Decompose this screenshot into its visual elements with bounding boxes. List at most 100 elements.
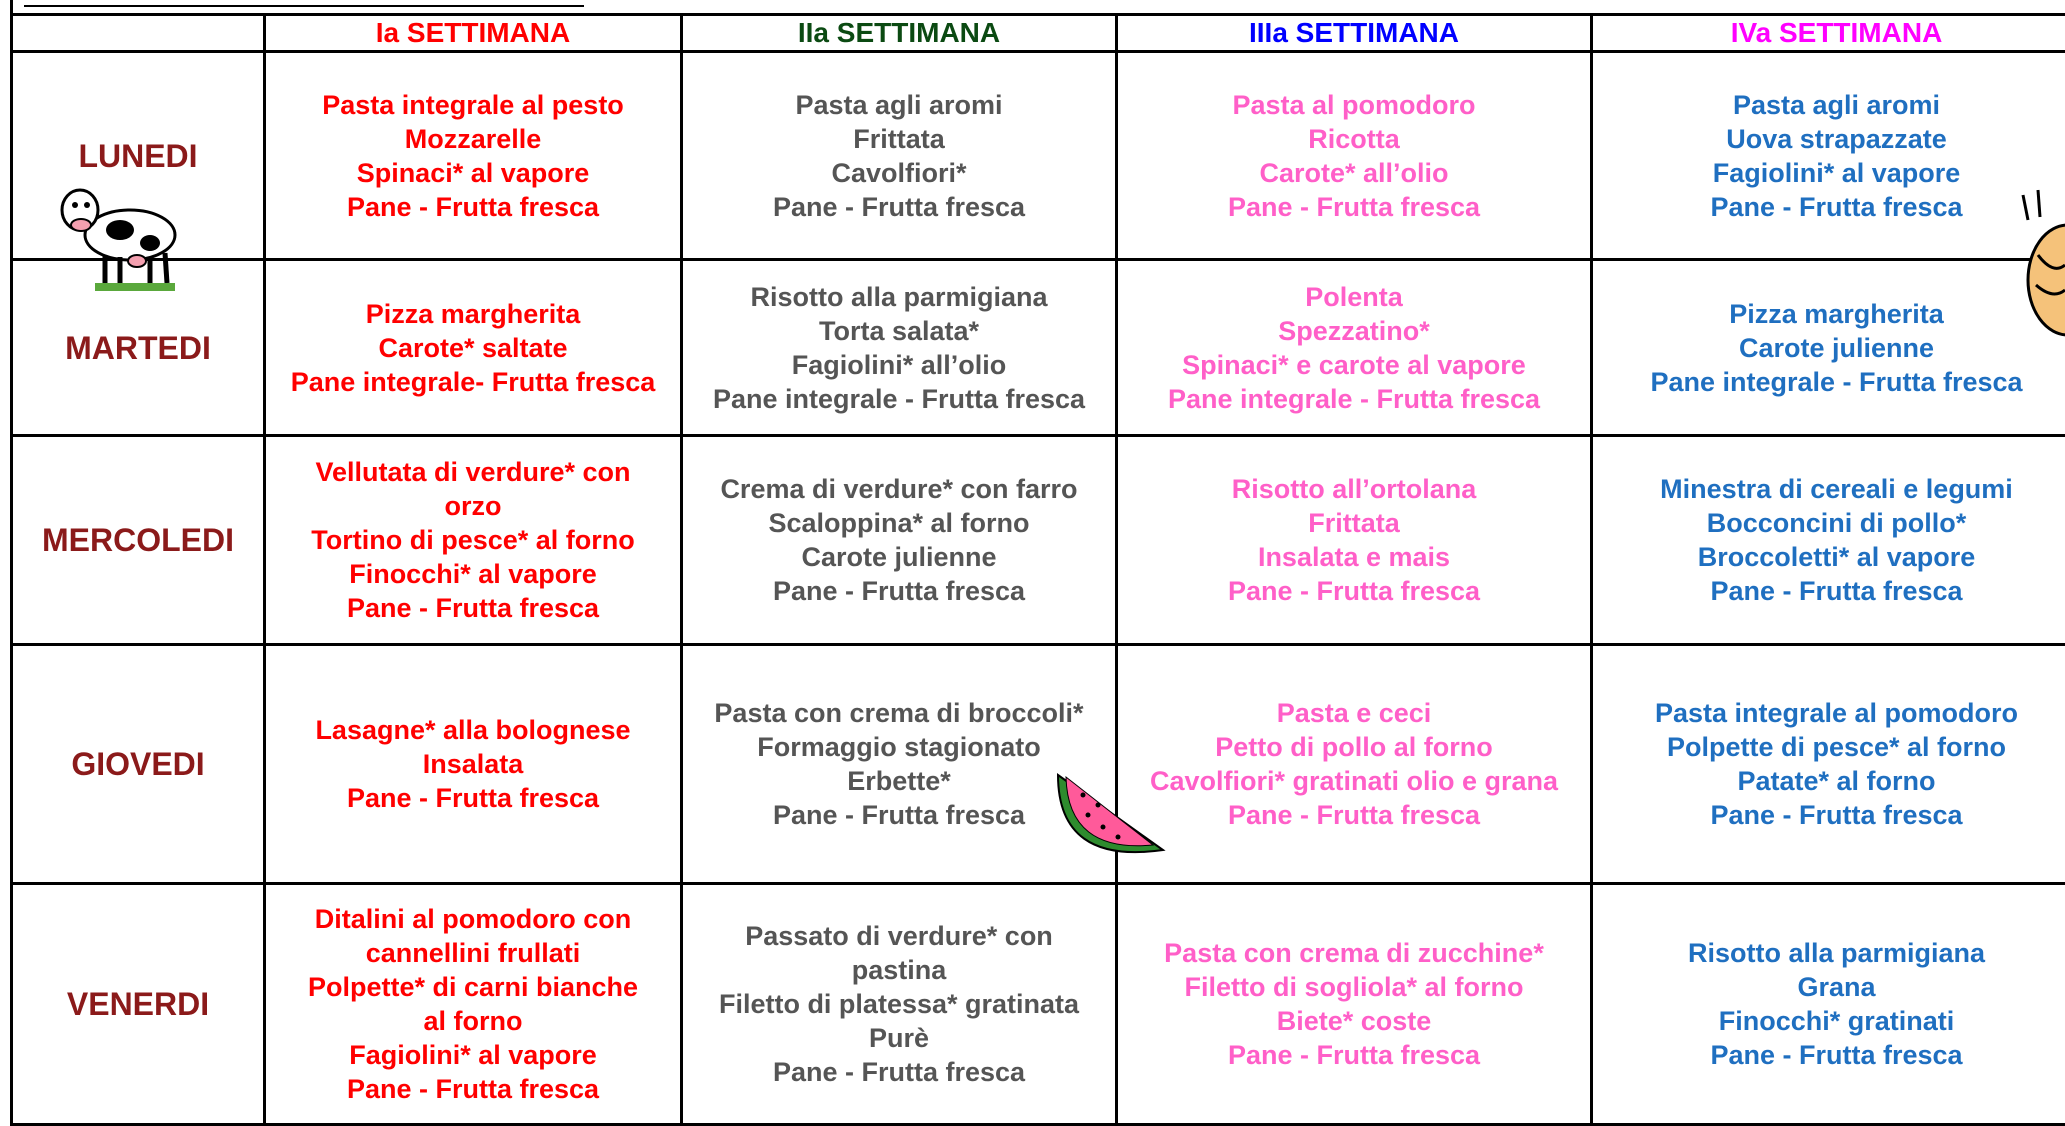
menu-item: Cavolfiori* [683,156,1115,190]
menu-item: Tortino di pesce* al forno [266,523,680,557]
menu-item: Biete* coste [1118,1004,1590,1038]
menu-item: Lasagne* alla bolognese [266,713,680,747]
menu-item: Formaggio stagionato [683,730,1115,764]
menu-item: Carote* all’olio [1118,156,1590,190]
top-rule [24,5,584,7]
menu-item: Ditalini al pomodoro con [266,902,680,936]
menu-item: Pane integrale - Frutta fresca [1118,382,1590,416]
menu-item: Spezzatino* [1118,314,1590,348]
week-header: Ia SETTIMANA [265,15,682,52]
menu-item: Pasta integrale al pomodoro [1593,696,2065,730]
menu-item: Pane integrale - Frutta fresca [1593,365,2065,399]
week-header: IIIa SETTIMANA [1117,15,1592,52]
menu-item: Pasta agli aromi [1593,88,2065,122]
menu-item: Pane - Frutta fresca [1593,1038,2065,1072]
menu-item: Petto di pollo al forno [1118,730,1590,764]
menu-item: pastina [683,953,1115,987]
fruit-icon [2008,185,2065,345]
menu-item: Passato di verdure* con [683,919,1115,953]
menu-item: Pasta e ceci [1118,696,1590,730]
week-header: IVa SETTIMANA [1592,15,2065,52]
menu-item: Carote* saltate [266,331,680,365]
menu-item: Pizza margherita [1593,297,2065,331]
menu-item: Risotto all’ortolana [1118,472,1590,506]
menu-item: Filetto di sogliola* al forno [1118,970,1590,1004]
menu-item: Cavolfiori* gratinati olio e grana [1118,764,1590,798]
menu-item: Pane - Frutta fresca [266,591,680,625]
menu-item: Carote julienne [683,540,1115,574]
menu-item: Frittata [1118,506,1590,540]
menu-item: Pane - Frutta fresca [1118,798,1590,832]
menu-item: Risotto alla parmigiana [683,280,1115,314]
day-label: MERCOLEDI [12,436,265,645]
menu-item: Pane integrale - Frutta fresca [683,382,1115,416]
menu-item: Pasta al pomodoro [1118,88,1590,122]
menu-item: Filetto di platessa* gratinata [683,987,1115,1021]
day-label: VENERDI [12,884,265,1125]
week-header: IIa SETTIMANA [682,15,1117,52]
menu-item: Pane - Frutta fresca [266,190,680,224]
menu-item: Minestra di cereali e legumi [1593,472,2065,506]
cow-icon [45,175,195,295]
menu-item: Fagiolini* al vapore [266,1038,680,1072]
menu-item: Pane integrale- Frutta fresca [266,365,680,399]
menu-item: Polpette* di carni bianche [266,970,680,1004]
menu-item: Pane - Frutta fresca [683,574,1115,608]
menu-item: Frittata [683,122,1115,156]
menu-item: Pane - Frutta fresca [1593,798,2065,832]
menu-item: Purè [683,1021,1115,1055]
menu-item: Mozzarelle [266,122,680,156]
day-label: GIOVEDI [12,645,265,884]
menu-item: Grana [1593,970,2065,1004]
watermelon-icon [1048,765,1173,875]
menu-item: cannellini frullati [266,936,680,970]
left-rule [10,0,13,13]
menu-item: Patate* al forno [1593,764,2065,798]
menu-item: Spinaci* al vapore [266,156,680,190]
corner-cell [12,15,265,52]
menu-item: Pane - Frutta fresca [1593,190,2065,224]
menu-item: Pane - Frutta fresca [683,190,1115,224]
menu-item: Crema di verdure* con farro [683,472,1115,506]
menu-item: Fagiolini* all’olio [683,348,1115,382]
menu-item: Pane - Frutta fresca [266,781,680,815]
menu-item: Polpette di pesce* al forno [1593,730,2065,764]
menu-item: Torta salata* [683,314,1115,348]
menu-item: Pane - Frutta fresca [1118,574,1590,608]
menu-item: Pasta integrale al pesto [266,88,680,122]
menu-item: orzo [266,489,680,523]
menu-item: Pasta con crema di broccoli* [683,696,1115,730]
menu-item: Pizza margherita [266,297,680,331]
menu-item: Insalata e mais [1118,540,1590,574]
menu-item: Ricotta [1118,122,1590,156]
menu-item: Pane - Frutta fresca [1118,190,1590,224]
menu-item: Bocconcini di pollo* [1593,506,2065,540]
menu-item: Vellutata di verdure* con [266,455,680,489]
menu-item: al forno [266,1004,680,1038]
menu-item: Spinaci* e carote al vapore [1118,348,1590,382]
